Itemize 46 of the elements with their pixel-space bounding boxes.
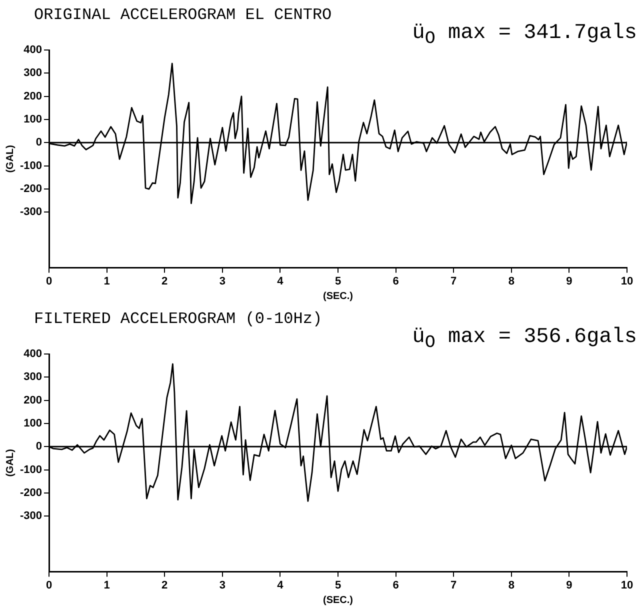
x-tick-label: 9	[566, 275, 572, 288]
x-axis-title: (SEC.)	[323, 290, 354, 302]
y-axis-title: (GAL)	[4, 145, 16, 173]
x-tick-label: 4	[277, 579, 284, 592]
x-tick-label: 1	[104, 275, 110, 288]
x-tick-label: 8	[508, 579, 514, 592]
y-tick-label: 400	[24, 44, 42, 56]
x-tick-label: 2	[162, 579, 168, 592]
y-tick-label: -300	[20, 206, 42, 218]
y-tick-label: -300	[20, 510, 42, 522]
x-tick-label: 0	[46, 275, 52, 288]
x-tick-label: 9	[566, 579, 572, 592]
chart-title: FILTERED ACCELEROGRAM (0-10Hz)	[34, 310, 322, 328]
x-tick-label: 10	[620, 275, 634, 288]
text: ü$_{O}$ max = 356.6gals	[412, 326, 637, 354]
x-tick-label: 4	[277, 275, 284, 288]
y-tick-label: 200	[24, 90, 42, 102]
y-tick-label: -200	[20, 487, 42, 500]
x-tick-label: 1	[104, 579, 110, 592]
x-tick-label: 0	[46, 579, 52, 592]
chart-title: ORIGINAL ACCELEROGRAM EL CENTRO	[34, 6, 332, 24]
y-tick-label: 200	[24, 394, 42, 406]
y-tick-label: 400	[24, 348, 42, 360]
text: ü$_{O}$ max = 341.7gals	[412, 22, 637, 50]
y-tick-label: -100	[20, 160, 42, 172]
x-tick-label: 3	[219, 275, 226, 288]
y-tick-label: -100	[20, 464, 42, 476]
y-tick-label: 0	[36, 440, 42, 453]
x-tick-label: 5	[334, 275, 342, 288]
x-tick-label: 8	[508, 275, 514, 288]
x-tick-label: 7	[450, 275, 457, 288]
y-tick-label: -200	[20, 183, 42, 196]
x-tick-label: 10	[620, 579, 634, 592]
x-tick-label: 6	[392, 275, 399, 288]
y-tick-label: 300	[24, 67, 42, 80]
y-tick-label: 100	[24, 114, 42, 126]
x-tick-label: 6	[392, 579, 399, 592]
x-axis-title: (SEC.)	[323, 594, 354, 606]
y-axis-title: (GAL)	[4, 449, 16, 477]
x-tick-label: 5	[334, 579, 342, 592]
x-tick-label: 7	[450, 579, 457, 592]
x-tick-label: 2	[162, 275, 168, 288]
x-tick-label: 3	[219, 579, 226, 592]
y-tick-label: 0	[36, 136, 42, 149]
y-tick-label: 100	[24, 418, 42, 430]
y-tick-label: 300	[24, 371, 42, 384]
